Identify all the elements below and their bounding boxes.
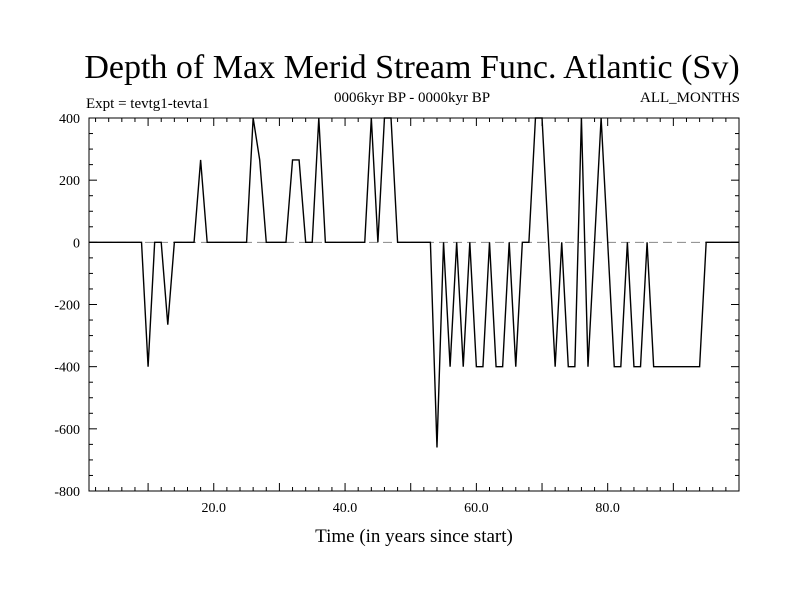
y-tick-label: -800 [54,485,80,500]
period-label: 0006kyr BP - 0000kyr BP [334,90,490,106]
x-tick-label: 40.0 [333,501,358,516]
chart-title: Depth of Max Merid Stream Func. Atlantic… [84,49,739,86]
x-axis-label: Time (in years since start) [315,526,513,547]
x-tick-label: 20.0 [201,501,226,516]
y-tick-label: -400 [54,361,80,376]
months-label: ALL_MONTHS [640,90,740,106]
y-tick-label: -200 [54,299,80,314]
y-tick-label: -600 [54,423,80,438]
x-tick-label: 80.0 [595,501,620,516]
series-line [89,117,739,448]
experiment-label: Expt = tevtg1-tevta1 [86,96,209,112]
ticks: 400 200 0 -200 -400 -600 -800 20.0 40.0 60.0 80.0 [54,112,740,516]
y-tick-label: 0 [73,236,80,251]
x-tick-label: 60.0 [464,501,489,516]
y-tick-label: 200 [59,174,80,189]
plot-frame [88,117,740,492]
y-tick-label: 400 [59,112,80,127]
